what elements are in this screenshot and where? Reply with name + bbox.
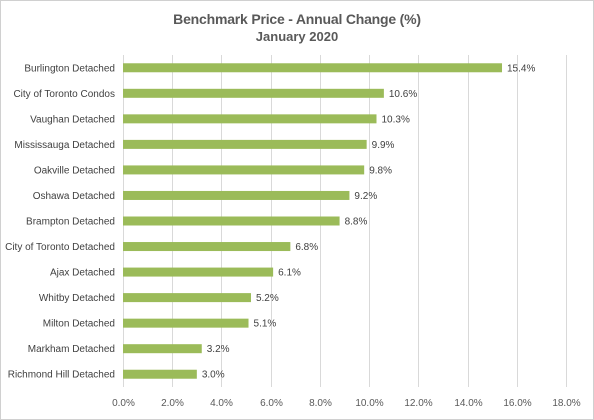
bars	[123, 63, 503, 379]
value-label: 9.8%	[369, 165, 392, 176]
chart-subtitle: January 2020	[255, 29, 339, 44]
x-tick-label: 8.0%	[309, 398, 332, 409]
x-tick-label: 6.0%	[260, 398, 283, 409]
bar	[123, 216, 340, 226]
category-labels: Burlington Detached City of Toronto Condo…	[5, 63, 115, 380]
bar	[123, 242, 291, 252]
bar	[123, 63, 503, 73]
value-labels: 15.4% 10.6% 10.3% 9.9% 9.8% 9.2% 8.8% 6.8% 6.1% 5…	[202, 63, 536, 380]
category-label: Burlington Detached	[24, 63, 115, 74]
bar	[123, 318, 249, 328]
value-label: 6.1%	[278, 268, 301, 279]
value-label: 10.6%	[389, 89, 417, 100]
bar	[123, 114, 377, 124]
category-label: Mississauga Detached	[14, 140, 115, 151]
value-label: 3.2%	[207, 344, 230, 355]
x-tick-label: 18.0%	[552, 398, 580, 409]
category-label: Oshawa Detached	[33, 191, 115, 202]
bar	[123, 190, 350, 200]
category-label: City of Toronto Detached	[5, 242, 115, 253]
category-label: Brampton Detached	[26, 217, 115, 228]
bar	[123, 165, 365, 175]
x-tick-label: 16.0%	[503, 398, 531, 409]
category-label: City of Toronto Condos	[13, 89, 115, 100]
x-tick-label: 2.0%	[161, 398, 184, 409]
bar	[123, 139, 367, 149]
chart-title: Benchmark Price - Annual Change (%)	[173, 11, 421, 27]
category-label: Oakville Detached	[34, 165, 115, 176]
category-label: Richmond Hill Detached	[8, 370, 115, 381]
x-tick-label: 12.0%	[404, 398, 432, 409]
x-tick-label: 10.0%	[355, 398, 383, 409]
value-label: 9.9%	[372, 140, 395, 151]
bar	[123, 293, 251, 303]
category-label: Whitby Detached	[39, 293, 115, 304]
x-tick-label: 14.0%	[454, 398, 482, 409]
value-label: 8.8%	[345, 217, 368, 228]
bar	[123, 267, 274, 277]
category-label: Vaughan Detached	[30, 114, 115, 125]
value-label: 9.2%	[354, 191, 377, 202]
value-label: 15.4%	[507, 63, 535, 74]
value-label: 5.2%	[256, 293, 279, 304]
category-label: Milton Detached	[43, 319, 115, 330]
x-tick-label: 0.0%	[112, 398, 135, 409]
bar	[123, 344, 202, 354]
value-label: 3.0%	[202, 370, 225, 381]
bar	[123, 88, 384, 98]
category-label: Ajax Detached	[50, 268, 115, 279]
category-label: Markham Detached	[28, 344, 115, 355]
gridlines	[123, 55, 567, 387]
x-tick-labels: 0.0% 2.0% 4.0% 6.0% 8.0% 10.0% 12.0% 14.0% 16.0%…	[112, 398, 581, 409]
value-label: 10.3%	[381, 114, 409, 125]
x-tick-label: 4.0%	[210, 398, 233, 409]
value-label: 6.8%	[295, 242, 318, 253]
bar	[123, 369, 197, 379]
value-label: 5.1%	[254, 319, 277, 330]
